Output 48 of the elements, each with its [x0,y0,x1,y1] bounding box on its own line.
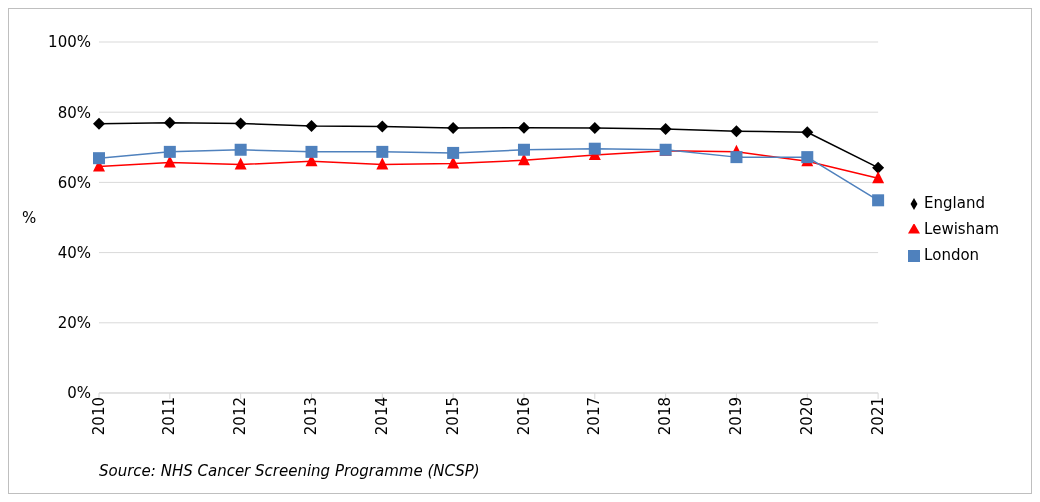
x-tick-label: 2010 [89,397,108,436]
x-tick-label: 2019 [727,397,746,436]
point [234,117,247,130]
point [730,125,743,138]
source-note: Source: NHS Cancer Screening Programme (NCSP) [99,462,480,480]
point [93,117,105,130]
y-tick-label: 40% [57,243,91,262]
point [376,157,389,170]
x-tick-label: 2014 [372,397,391,436]
x-tick-label: 2013 [302,397,321,436]
x-tick-label: 2020 [797,397,816,436]
point [163,145,176,158]
point [588,122,601,134]
point [872,161,885,174]
y-axis-title: % [22,208,37,227]
legend-label: England [924,194,986,212]
point [305,119,318,132]
y-tick-label: 20% [57,314,91,333]
x-tick-label: 2012 [231,397,250,436]
x-tick-label: 2015 [443,397,462,436]
y-tick-label: 60% [57,173,91,192]
x-tick-label: 2018 [656,397,675,436]
x-tick-label: 2021 [868,397,887,436]
point [376,145,389,158]
point [376,120,389,133]
y-tick-label: 100% [48,33,91,52]
x-tick-label: 2017 [585,397,604,436]
y-tick-label: 80% [57,103,91,122]
point [305,145,318,158]
point [93,152,105,165]
point [872,171,885,184]
point [730,151,743,164]
point [588,142,601,155]
point [517,121,530,134]
point [517,143,530,156]
legend-label: London [924,246,980,264]
point [163,116,176,129]
point [659,123,672,136]
point [872,194,885,207]
point [447,122,460,134]
point [447,146,460,159]
x-tick-label: 2016 [514,397,533,436]
point [234,143,247,156]
legend-label: Lewisham [924,220,999,238]
point [234,157,247,170]
point [801,126,814,139]
y-tick-label: 0% [67,384,91,403]
x-tick-label: 2011 [160,397,179,436]
